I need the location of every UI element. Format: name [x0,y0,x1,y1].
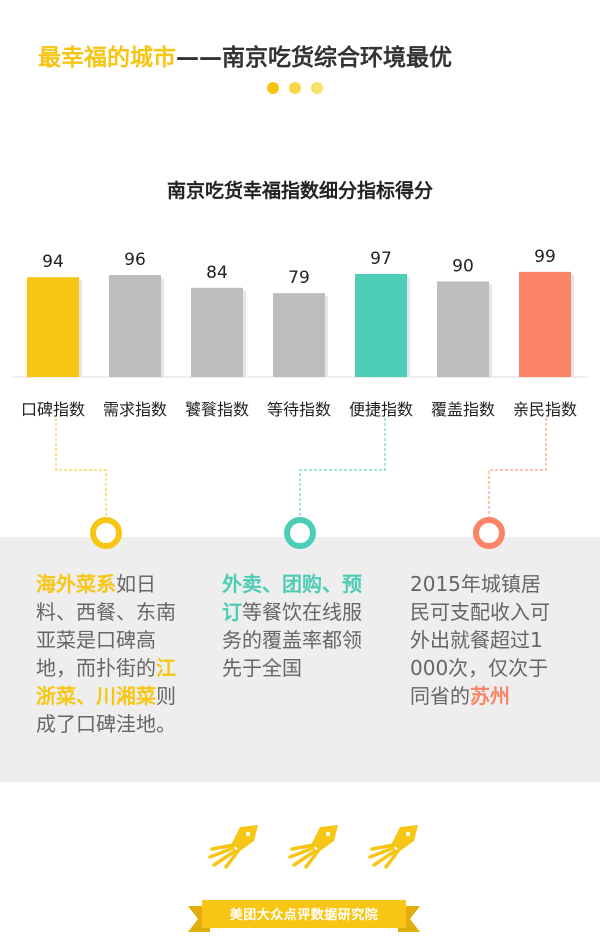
title-highlight: 最幸福的城市 [38,45,176,71]
marker-ring-teal [284,517,316,549]
bar-value-label: 94 [42,252,64,272]
notes-panel [0,537,600,782]
squid-mascot-icon [368,825,418,869]
bar [191,287,243,377]
decor-dot-1 [267,82,279,94]
decor-dot-2 [289,82,301,94]
note-income: 2015年城镇居民可支配收入可外出就餐超过1000次，仅次于同省的苏州 [410,570,550,710]
footer-ribbon [188,900,420,932]
connector-line-yellow [55,418,107,520]
connector-lines [55,418,547,520]
category-label: 便捷指数 [348,400,413,419]
category-label: 饕餮指数 [184,400,249,419]
note-highlight: 海外菜系 [36,572,116,596]
marker-ring-coral [473,517,505,549]
bar-value-label: 97 [370,249,392,269]
category-label: 等待指数 [266,400,331,419]
page-title: 最幸福的城市——南京吃货综合环境最优 [38,38,452,72]
bar-value-label: 96 [124,250,146,270]
connector-line-teal [299,418,386,520]
note-online-services: 外卖、团购、预订等餐饮在线服务的覆盖率都领先于全国 [222,570,362,682]
bar-value-label: 84 [206,263,228,283]
bar [273,293,325,377]
note-highlight: 苏州 [470,684,510,708]
category-label: 亲民指数 [512,400,577,419]
marker-ring-yellow [90,517,122,549]
bar [519,271,571,377]
bar [355,273,407,377]
squid-mascot-icon [208,825,258,869]
note-text: 等餐饮在线服务的覆盖率都领先于全国 [222,600,362,680]
note-text: 如日料、西餐、东南亚菜是口碑高地，而扑街的 [36,572,176,680]
bar-value-label: 90 [452,256,474,276]
note-overseas-cuisine: 海外菜系如日料、西餐、东南亚菜是口碑高地，而扑街的江浙菜、川湘菜则成了口碑洼地。 [36,570,176,738]
bar-value-label: 99 [534,247,556,267]
bar-chart: 94 96 84 79 97 90 99 [12,247,588,378]
bar [109,275,161,377]
squid-mascot-icon [288,825,338,869]
chart-title: 南京吃货幸福指数细分指标得分 [166,180,433,202]
note-highlight: 外卖、团购、预订 [222,572,362,624]
bar [437,281,489,377]
bar [27,277,79,377]
note-text: 2015年城镇居民可支配收入可外出就餐超过1000次，仅次于同省的 [410,572,550,708]
footer-label: 美团大众点评数据研究院 [229,908,379,923]
category-label: 覆盖指数 [430,400,495,419]
bar-value-label: 79 [288,268,310,288]
note-highlight: 江浙菜、川湘菜 [36,656,176,708]
connector-line-coral [488,418,547,520]
decor-dot-3 [311,82,323,94]
category-label: 需求指数 [102,400,167,419]
category-label: 口碑指数 [20,400,85,419]
title-rest: ——南京吃货综合环境最优 [176,45,452,71]
note-text: 则成了口碑洼地。 [36,684,176,736]
